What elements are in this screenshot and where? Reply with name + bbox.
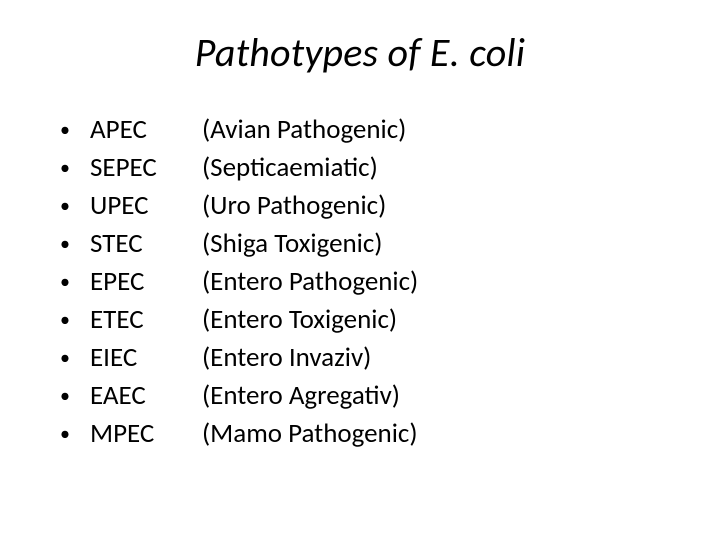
list-item-desc: (Entero Invaziv) [202, 339, 418, 377]
list-item-desc: (Avian Pathogenic) [202, 111, 418, 149]
list-item-abbr: UPEC [90, 187, 202, 225]
bullet-column: • • • • • • • • • [58, 111, 90, 453]
list-item-abbr: SEPEC [90, 149, 202, 187]
bullet-icon: • [58, 263, 90, 301]
bullet-icon: • [58, 111, 90, 149]
list-item-abbr: EIEC [90, 339, 202, 377]
abbreviation-column: APEC SEPEC UPEC STEC EPEC ETEC EIEC EAEC… [90, 111, 202, 453]
list-item-abbr: EPEC [90, 263, 202, 301]
list-item-abbr: EAEC [90, 377, 202, 415]
bullet-icon: • [58, 149, 90, 187]
list-item-desc: (Shiga Toxigenic) [202, 225, 418, 263]
list-item-desc: (Uro Pathogenic) [202, 187, 418, 225]
list-item-desc: (Entero Agregativ) [202, 377, 418, 415]
slide-title: Pathotypes of E. coli [50, 28, 670, 77]
list-item-abbr: STEC [90, 225, 202, 263]
bullet-icon: • [58, 225, 90, 263]
bullet-icon: • [58, 377, 90, 415]
bullet-icon: • [58, 339, 90, 377]
bullet-icon: • [58, 187, 90, 225]
list-item-abbr: MPEC [90, 415, 202, 453]
bullet-icon: • [58, 301, 90, 339]
content-area: • • • • • • • • • APEC SEPEC UPEC STEC E… [50, 111, 670, 453]
description-column: (Avian Pathogenic) (Septicaemiatic) (Uro… [202, 111, 418, 453]
list-item-desc: (Mamo Pathogenic) [202, 415, 418, 453]
list-item-desc: (Entero Pathogenic) [202, 263, 418, 301]
list-item-desc: (Entero Toxigenic) [202, 301, 418, 339]
bullet-icon: • [58, 415, 90, 453]
list-item-abbr: ETEC [90, 301, 202, 339]
list-item-abbr: APEC [90, 111, 202, 149]
slide: Pathotypes of E. coli • • • • • • • • • … [0, 0, 720, 540]
list-item-desc: (Septicaemiatic) [202, 149, 418, 187]
